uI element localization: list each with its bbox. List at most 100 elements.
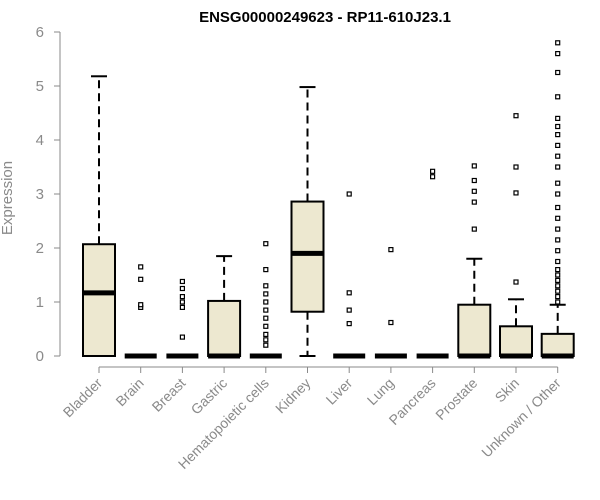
y-tick-label: 4 (36, 132, 44, 149)
outlier-point (346, 290, 352, 296)
box-group (416, 168, 449, 359)
outlier-point (555, 180, 561, 186)
outlier-point (555, 226, 561, 232)
chart-title: ENSG00000249623 - RP11-610J23.1 (199, 9, 451, 26)
outlier-point (513, 279, 519, 285)
outlier-point (555, 142, 561, 148)
box-group (374, 247, 407, 359)
outlier-point (555, 267, 561, 273)
y-tick-label: 0 (36, 348, 44, 365)
outlier-point (179, 278, 185, 285)
box-group (540, 40, 575, 359)
outlier-point (346, 321, 352, 327)
outlier-point (263, 315, 269, 321)
outlier-point (513, 164, 519, 170)
x-tick-label: Kidney (272, 375, 314, 417)
box-group (82, 75, 116, 357)
outlier-point (555, 283, 561, 289)
x-tick-label: Liver (323, 375, 356, 408)
outlier-point (138, 302, 144, 308)
outlier-point (555, 215, 561, 221)
outlier-point (555, 69, 561, 76)
outlier-point (263, 331, 269, 337)
outlier-point (138, 264, 144, 270)
outlier-point (555, 288, 561, 294)
y-tick-label: 3 (36, 186, 44, 203)
outlier-point (471, 163, 477, 169)
outlier-point (555, 277, 561, 283)
box-iqr (207, 299, 242, 358)
outlier-point (346, 307, 352, 313)
outlier-point (555, 164, 561, 170)
outlier-point (263, 283, 269, 289)
outlier-point (179, 294, 185, 300)
x-tick-label: Lung (364, 375, 397, 408)
outlier-point (471, 226, 477, 232)
box-group (290, 86, 325, 357)
outlier-point (263, 291, 269, 297)
outlier-point (346, 191, 352, 197)
box-iqr (290, 200, 325, 313)
outlier-point (555, 237, 561, 243)
outlier-point (263, 267, 269, 273)
outlier-point (179, 334, 185, 340)
outlier-point (471, 199, 477, 205)
y-tick-label: 2 (36, 240, 44, 257)
box-group (124, 264, 157, 359)
outlier-point (555, 258, 561, 265)
x-tick-label: Breast (149, 375, 189, 415)
outlier-point (471, 188, 477, 194)
outlier-point (179, 299, 185, 305)
outlier-point (263, 299, 269, 305)
box-group (333, 191, 366, 359)
x-tick-label: Brain (112, 375, 146, 409)
outlier-point (555, 153, 561, 159)
x-tick-label: Bladder (60, 375, 106, 421)
outlier-point (263, 323, 269, 329)
box-group (249, 241, 282, 359)
outlier-point (179, 285, 185, 292)
outlier-point (555, 115, 561, 122)
outlier-point (555, 294, 561, 300)
outlier-point (263, 337, 269, 343)
outlier-point (263, 307, 269, 313)
outlier-point (555, 123, 561, 130)
box-iqr (499, 325, 533, 357)
outlier-point (263, 342, 269, 348)
outlier-point (513, 190, 519, 196)
plot-area (82, 40, 575, 359)
outlier-point (555, 204, 561, 211)
box-iqr (540, 332, 575, 357)
outlier-point (555, 299, 561, 305)
outlier-point (555, 272, 561, 278)
box-group (457, 163, 492, 359)
outlier-point (555, 40, 561, 46)
x-tick-label: Prostate (432, 375, 480, 423)
y-axis: 0 1 2 3 4 5 6 (36, 24, 61, 365)
y-tick-label: 5 (36, 78, 44, 95)
outlier-point (555, 50, 561, 57)
outlier-point (388, 319, 394, 326)
box-group (499, 113, 533, 359)
outlier-point (430, 174, 436, 180)
outlier-point (513, 113, 519, 119)
box-group (207, 255, 242, 359)
y-axis-label: Expression (0, 161, 16, 235)
outlier-point (555, 191, 561, 197)
x-tick-label: Skin (492, 375, 523, 406)
outlier-point (430, 168, 436, 174)
outlier-point (555, 132, 561, 138)
box-iqr (82, 243, 116, 357)
outlier-point (555, 248, 561, 254)
outlier-point (179, 304, 185, 310)
outlier-point (263, 241, 269, 247)
outlier-point (555, 94, 561, 100)
box-group (166, 278, 199, 359)
y-tick-label: 6 (36, 24, 44, 41)
outlier-point (471, 177, 477, 184)
outlier-point (388, 247, 394, 253)
box-iqr (457, 303, 492, 358)
outlier-point (138, 276, 144, 282)
